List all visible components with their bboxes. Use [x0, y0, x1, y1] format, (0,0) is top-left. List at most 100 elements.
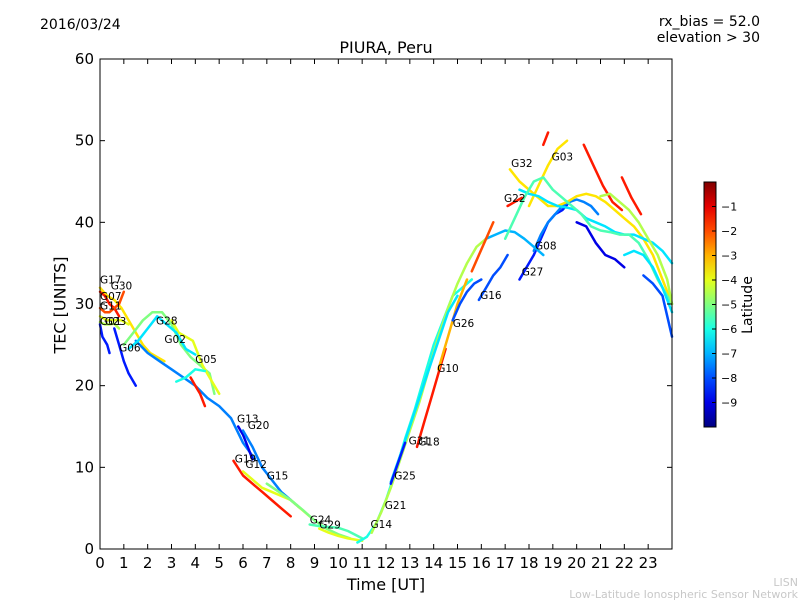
axes: 0 1 2 3 4 5 6 7 8 9 10 11 12 13 14 15 16 17 18 19 20 21 22 2301…	[75, 50, 673, 572]
series-label-g22: G22	[504, 193, 526, 205]
series-line-g15	[265, 482, 352, 540]
colorbar-tick-label: −2	[721, 225, 737, 238]
series-line-g41	[623, 249, 674, 314]
series-line-g39	[599, 192, 674, 306]
series-labels: G17G30G07G11G01G23G06G28G02G05G13G20G19G…	[100, 151, 573, 531]
series-line-g22	[506, 196, 524, 208]
series-label-g06: G06	[119, 342, 141, 354]
series-label-g23: G23	[105, 316, 127, 328]
x-tick-label: 18	[519, 554, 538, 572]
rx-bias-label: rx_bias = 52.0	[658, 14, 760, 30]
x-tick-label: 16	[472, 554, 491, 572]
series-label-g31: G31	[409, 436, 431, 448]
x-tick-label: 5	[214, 554, 224, 572]
colorbar-tick-label: −5	[721, 299, 737, 312]
y-tick-label: 30	[75, 295, 94, 313]
y-tick-label: 20	[75, 377, 94, 395]
plot-frame	[99, 58, 673, 550]
series-line-g34	[484, 229, 545, 257]
x-tick-label: 6	[238, 554, 248, 572]
series-line-g13	[236, 425, 254, 461]
colorbar-tick-label: −1	[721, 201, 737, 214]
series-line-g05	[170, 319, 221, 396]
series-line-g11	[98, 315, 130, 326]
x-tick-label: 14	[424, 554, 443, 572]
colorbar-tick-label: −4	[721, 274, 737, 287]
series-label-g13: G13	[237, 413, 259, 425]
series-label-g14: G14	[371, 519, 393, 531]
series-line-g44	[189, 376, 207, 408]
series-line-g16	[477, 253, 509, 302]
series-label-g07: G07	[100, 291, 122, 303]
colorbar-label: Latitude	[740, 276, 756, 334]
credit-full: Low-Latitude Ionospheric Sensor Network	[569, 588, 798, 601]
series-label-g11: G11	[100, 301, 122, 313]
series-line-g17	[98, 286, 166, 363]
y-tick-label: 50	[75, 132, 94, 150]
series-label-g18: G18	[418, 436, 440, 448]
series-line-g03	[527, 139, 569, 208]
x-tick-label: 9	[310, 554, 320, 572]
series-label-g28: G28	[156, 315, 178, 327]
x-tick-label: 0	[95, 554, 105, 572]
x-tick-label: 10	[329, 554, 348, 572]
x-axis-label: Time [UT]	[346, 575, 426, 594]
series-line-g31	[389, 441, 407, 485]
colorbar-tick-label: −9	[721, 397, 737, 410]
colorbar-tick-label: −3	[721, 250, 737, 263]
series-label-g21: G21	[385, 500, 407, 512]
y-tick-label: 10	[75, 458, 94, 476]
series-label-g25: G25	[394, 471, 416, 483]
x-tick-label: 3	[167, 554, 177, 572]
x-tick-label: 15	[448, 554, 467, 572]
series-line-g40	[642, 274, 674, 338]
series-label-g20: G20	[248, 420, 269, 432]
y-tick-label: 40	[75, 213, 94, 231]
x-tick-label: 22	[615, 554, 634, 572]
series-label-g24: G24	[310, 515, 332, 527]
series-line-g45	[127, 315, 197, 356]
series-label-g02: G02	[164, 334, 186, 346]
x-tick-label: 12	[376, 554, 395, 572]
series-line-g35	[503, 176, 674, 306]
series-line-g30	[98, 290, 121, 318]
series-layer	[98, 131, 674, 544]
params-label: rx_bias = 52.0 elevation > 30	[657, 14, 760, 46]
y-tick-label: 0	[84, 540, 94, 558]
x-tick-label: 21	[591, 554, 610, 572]
series-line-g19	[232, 459, 292, 518]
series-line-g24	[308, 523, 364, 540]
x-tick-label: 11	[353, 554, 372, 572]
series-line-g37	[582, 143, 624, 212]
colorbar-tick-label: −6	[721, 323, 737, 336]
series-line-g43	[175, 368, 207, 383]
series-label-g30: G30	[111, 280, 133, 292]
series-label-g27: G27	[522, 266, 544, 278]
x-tick-label: 7	[262, 554, 272, 572]
series-label-g29: G29	[319, 520, 341, 532]
series-label-g05: G05	[195, 354, 217, 366]
elevation-label: elevation > 30	[656, 30, 760, 46]
series-label-g26: G26	[453, 318, 475, 330]
series-label-g17: G17	[100, 275, 122, 287]
series-label-g01: G01	[100, 316, 122, 328]
x-tick-label: 8	[286, 554, 296, 572]
series-line-g23	[98, 320, 121, 330]
colorbar-tick-label: −7	[721, 348, 737, 361]
series-line-g42	[470, 221, 495, 273]
series-line-g01	[98, 323, 111, 355]
x-tick-label: 20	[567, 554, 586, 572]
x-tick-label: 1	[119, 554, 129, 572]
chart-title: PIURA, Peru	[339, 38, 433, 57]
colorbar: −1 −2 −3 −4 −5 −6 −7 −8 −9	[703, 181, 737, 428]
series-line-g06	[113, 327, 138, 387]
x-tick-label: 19	[543, 554, 562, 572]
y-axis-label: TEC [UNITS]	[50, 256, 70, 354]
x-tick-label: 23	[639, 554, 658, 572]
series-line-g03b	[542, 131, 550, 147]
series-label-g32: G32	[511, 158, 532, 170]
series-label-g08: G08	[535, 240, 557, 252]
series-label-g12: G12	[245, 459, 267, 471]
y-tick-label: 60	[75, 50, 94, 68]
series-line-g08	[532, 198, 600, 253]
